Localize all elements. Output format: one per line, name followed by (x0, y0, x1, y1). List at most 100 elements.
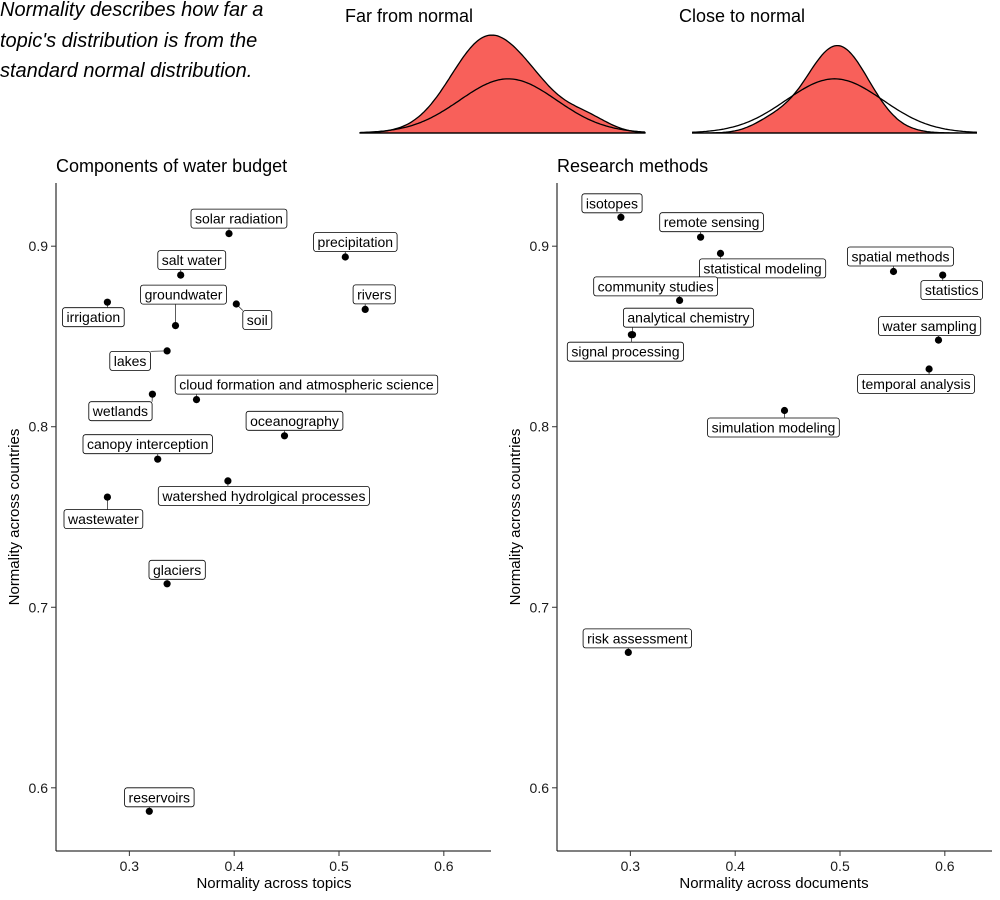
point-label-box (174, 374, 439, 395)
density-example-close-curve (692, 44, 977, 134)
y-tick-label: 0.6 (29, 780, 49, 796)
point-label: groundwater (145, 287, 223, 303)
point-label-group: risk assessment (582, 628, 692, 657)
data-point (163, 347, 171, 355)
point-label: lakes (114, 353, 147, 369)
density-example-far-title: Far from normal (345, 6, 473, 26)
point-label-box (140, 284, 227, 305)
point-label-group: canopy interception (82, 434, 213, 463)
point-label-group: isotopes (581, 193, 643, 221)
point-label-group: signal processing (566, 331, 684, 362)
point-label-group: cloud formation and atmospheric science (174, 374, 439, 404)
point-label-box (157, 485, 370, 506)
point-label: canopy interception (87, 436, 208, 452)
point-label-box (313, 232, 398, 252)
point-label: soil (247, 312, 268, 328)
point-label: reservoirs (129, 789, 190, 805)
x-tick-label: 0.6 (935, 858, 955, 874)
x-axis-label: Normality across topics (196, 875, 351, 892)
density-example-close-normal-curve (691, 78, 978, 133)
scatter-panel-research-methods: Research methods 0.3 0.4 0.5 0.60.60.70.80.… (507, 156, 992, 892)
point-label-group: glaciers (148, 559, 206, 588)
point-label-group: statistical modeling (699, 249, 827, 279)
point-label: solar radiation (195, 211, 283, 227)
point-label-group: analytical chemistry (623, 307, 755, 339)
data-point (716, 249, 725, 257)
point-label-box (63, 509, 144, 530)
point-label-box (109, 350, 151, 371)
point-label-box (157, 250, 227, 271)
point-label: oceanography (250, 413, 339, 429)
point-label: signal processing (571, 344, 679, 360)
data-point (145, 807, 153, 815)
point-label-box (124, 787, 195, 808)
density-example-close-title: Close to normal (679, 6, 805, 26)
point-label: salt water (162, 252, 222, 268)
data-point (177, 271, 185, 279)
point-label-box (582, 628, 692, 649)
y-tick-label: 0.9 (29, 238, 49, 254)
point-label: statistics (925, 282, 979, 298)
point-label-group: watershed hydrolgical processes (157, 477, 370, 506)
point-label-group: rivers (352, 284, 396, 313)
point-label-box (566, 341, 684, 362)
data-point (934, 336, 943, 344)
point-label-group: irrigation (62, 298, 125, 328)
x-tick-label: 0.4 (725, 858, 745, 874)
point-label-group: water sampling (878, 316, 982, 344)
point-label-box (878, 316, 982, 337)
data-point (224, 477, 232, 485)
point-label: risk assessment (587, 630, 687, 646)
y-tick-label: 0.6 (530, 780, 550, 796)
point-label-group: wetlands (88, 390, 156, 422)
point-label-box (707, 417, 840, 438)
y-tick-label: 0.9 (530, 238, 550, 254)
point-label: spatial methods (851, 248, 949, 264)
point-label: rivers (357, 286, 391, 302)
x-tick-label: 0.3 (120, 858, 140, 874)
point-label: cloud formation and atmospheric science (179, 377, 434, 393)
point-label-group: reservoirs (124, 787, 195, 815)
point-label-box (593, 276, 719, 297)
point-label-box (62, 307, 125, 328)
data-point (939, 271, 947, 279)
point-label-group: temporal analysis (857, 365, 975, 394)
density-example-close: Close to normal (679, 6, 978, 134)
point-label-group: soil (232, 300, 273, 330)
data-point (103, 493, 111, 501)
data-point (103, 298, 111, 306)
point-label: wastewater (67, 511, 139, 527)
point-label: temporal analysis (862, 376, 971, 392)
point-label-box (190, 208, 288, 229)
point-label-box (699, 258, 827, 279)
intro-note: Normality describes how far a topic's di… (0, 0, 263, 82)
x-tick-label: 0.5 (329, 858, 349, 874)
data-point (624, 648, 632, 657)
data-points: isotopes remote sensing statistical modeli… (566, 193, 984, 657)
data-point (697, 233, 705, 241)
data-point (225, 230, 233, 238)
intro-note-line-2: topic's distribution is from the (0, 30, 257, 52)
data-point (341, 253, 349, 261)
x-axis-label: Normality across documents (679, 875, 868, 892)
point-label-group: precipitation (313, 232, 398, 261)
density-example-far: Far from normal (345, 6, 646, 134)
point-label-box (857, 374, 975, 394)
point-label: community studies (598, 278, 714, 294)
point-label-group: simulation modeling (707, 406, 840, 438)
point-label: simulation modeling (712, 419, 836, 435)
point-label-group: solar radiation (190, 208, 288, 238)
x-tick-label: 0.6 (434, 858, 454, 874)
data-point (889, 267, 898, 276)
point-label-group: oceanography (245, 410, 344, 440)
point-label: water sampling (881, 318, 976, 334)
intro-note-line-3: standard normal distribution. (0, 60, 252, 82)
data-points: solar radiation precipitation salt water ir… (62, 208, 439, 815)
panel-title-research-methods: Research methods (557, 156, 708, 176)
point-label-group: statistics (920, 271, 984, 301)
intro-note-line-1: Normality describes how far a (0, 0, 263, 21)
y-tick-label: 0.8 (530, 419, 550, 435)
point-label: remote sensing (664, 214, 760, 230)
data-point (361, 305, 369, 313)
y-axis-label: Normality across countries (507, 429, 524, 606)
